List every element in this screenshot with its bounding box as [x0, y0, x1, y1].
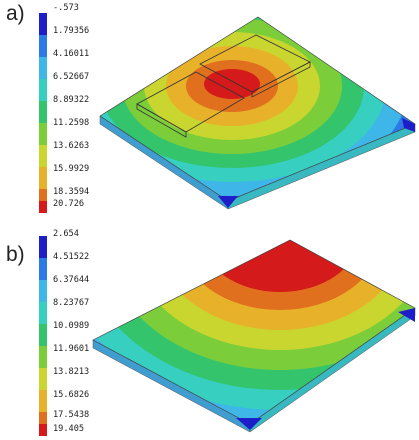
legend-a-tick-0: -.573	[53, 3, 79, 13]
legend-b-swatch-5	[39, 346, 47, 368]
plate-a-pad-right-edge	[251, 61, 311, 98]
legend-a-tick-5: 11.2598	[53, 118, 90, 128]
panel-b-label: b)	[6, 243, 25, 266]
legend-b-swatch-6	[39, 368, 47, 390]
legend-a-tick-3: 6.52667	[53, 72, 90, 82]
legend-a-tick-7: 15.9929	[53, 164, 90, 174]
legend-b-swatch-3	[39, 302, 47, 324]
legend-b-swatch-8	[39, 412, 47, 424]
legend-b-swatch-0	[39, 236, 47, 258]
legend-a-swatch-8	[39, 189, 47, 201]
legend-b-swatch-9	[39, 424, 47, 436]
legend-a-tick-2: 4.16011	[53, 49, 90, 59]
legend-a-swatch-9	[39, 201, 47, 213]
legend-b-tick-5: 11.9601	[53, 344, 90, 354]
legend-a-tick-1: 1.79356	[53, 26, 90, 36]
legend-b-swatch-7	[39, 390, 47, 412]
legend-b-tick-3: 8.23767	[53, 298, 90, 308]
legend-a-swatch-5	[39, 123, 47, 145]
legend-b-tick-1: 4.51522	[53, 252, 90, 262]
legend-a-swatch-1	[39, 35, 47, 57]
legend-b-swatch-1	[39, 258, 47, 280]
legend-a-swatch-7	[39, 167, 47, 189]
plate-a-corner-right	[402, 118, 415, 132]
legend-b-tick-2: 6.37644	[53, 275, 90, 285]
plate-b-corner-right	[398, 308, 415, 322]
panel-a-plate-contour	[99, 16, 416, 210]
plate-b-corner-bottom	[236, 418, 262, 430]
legend-a-swatch-0	[39, 13, 47, 35]
legend-a-swatch-3	[39, 79, 47, 101]
legend-a-swatch-2	[39, 57, 47, 79]
legend-b-tick-6: 13.8213	[53, 367, 90, 377]
plate-a-pad-left-edge	[136, 103, 187, 138]
legend-a-tick-9: 20.726	[53, 199, 85, 209]
panel-a-legend	[39, 13, 47, 213]
legend-a-swatch-6	[39, 145, 47, 167]
legend-a-tick-8: 18.3594	[53, 187, 90, 197]
legend-a-tick-4: 8.89322	[53, 95, 90, 105]
legend-b-tick-9: 19.405	[53, 424, 85, 434]
legend-b-tick-7: 15.6826	[53, 390, 90, 400]
legend-a-tick-6: 13.6263	[53, 141, 90, 151]
legend-b-tick-4: 10.0989	[53, 321, 90, 331]
panel-b-legend	[39, 236, 47, 436]
legend-b-tick-0: 2.654	[53, 229, 79, 239]
legend-b-swatch-4	[39, 324, 47, 346]
plate-a-corner-bottom	[218, 196, 238, 208]
legend-b-swatch-2	[39, 280, 47, 302]
panel-a-label: a)	[6, 2, 25, 25]
legend-a-swatch-4	[39, 101, 47, 123]
legend-b-tick-8: 17.5438	[53, 410, 90, 420]
